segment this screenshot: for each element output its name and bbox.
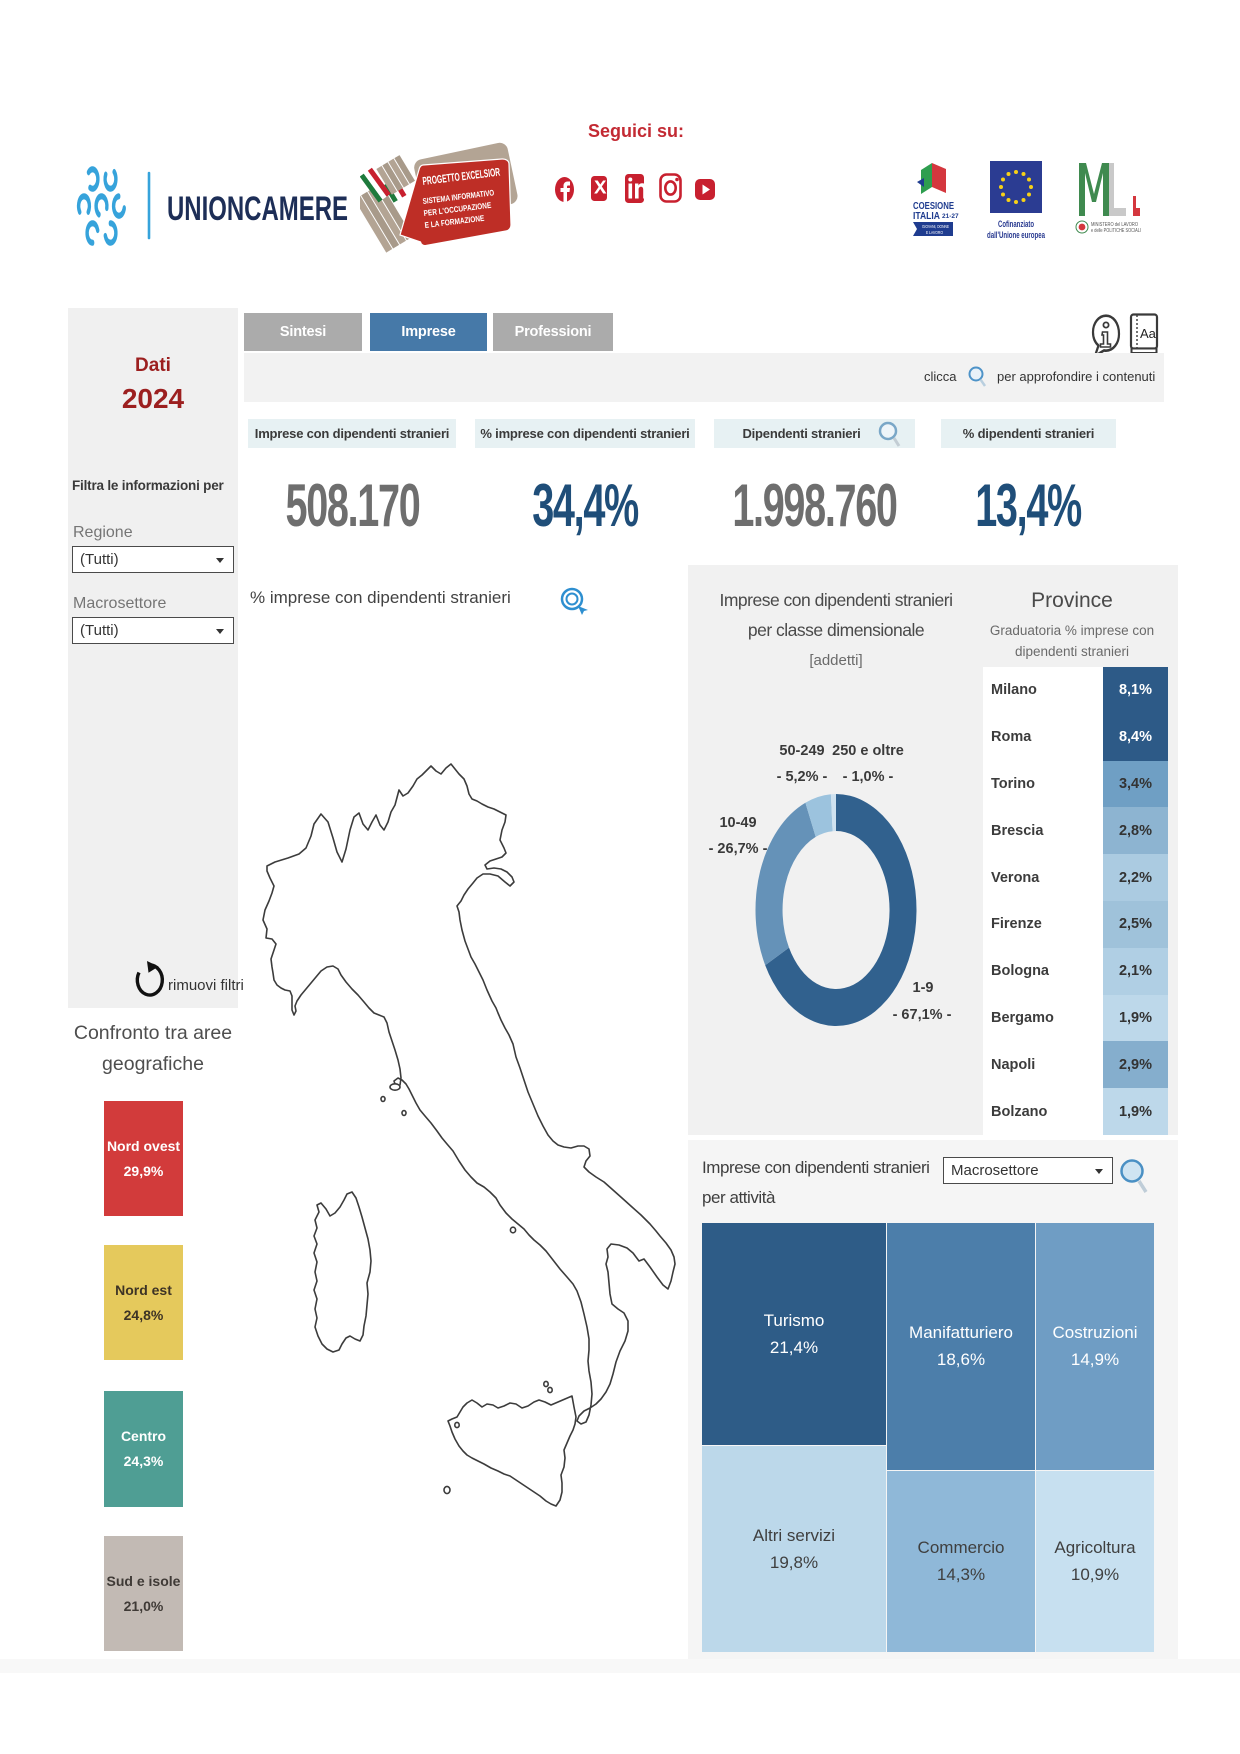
svg-text:MINISTERO del LAVORO: MINISTERO del LAVORO [1091, 222, 1138, 228]
svg-text:dall'Unione europea: dall'Unione europea [987, 230, 1046, 240]
svg-text:UNIONCAMERE: UNIONCAMERE [167, 190, 348, 228]
svg-text:Aa: Aa [1140, 326, 1157, 341]
svg-text:COESIONE: COESIONE [913, 200, 954, 212]
svg-text:GIOVANI, DONNE: GIOVANI, DONNE [922, 224, 949, 229]
svg-text:e delle POLITICHE SOCIALI: e delle POLITICHE SOCIALI [1091, 228, 1141, 234]
svg-text:E LAVORO: E LAVORO [926, 230, 943, 235]
svg-text:Cofinanziato: Cofinanziato [998, 219, 1034, 229]
svg-text:21-27: 21-27 [942, 213, 959, 220]
svg-text:ITALIA: ITALIA [913, 210, 940, 222]
